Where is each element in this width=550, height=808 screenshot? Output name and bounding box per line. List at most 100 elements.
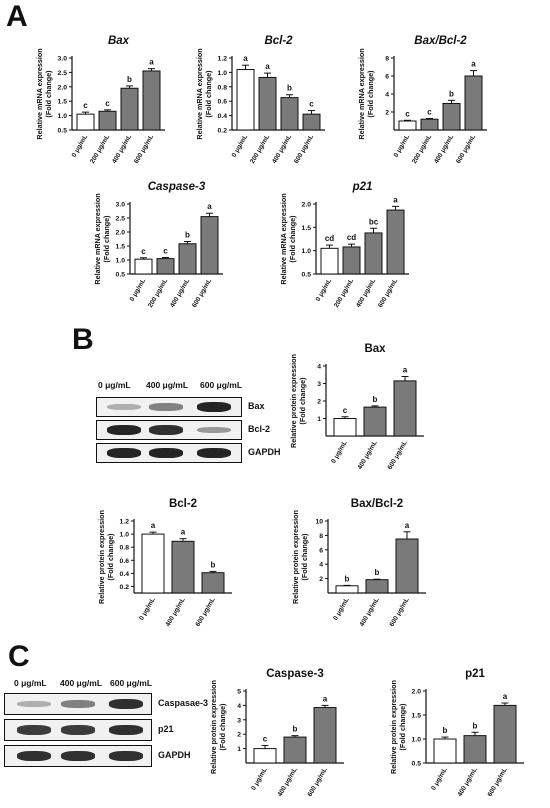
- x-tick-label: 400 μg/mL: [457, 766, 479, 797]
- blot-row: [96, 443, 242, 463]
- blot-band: [109, 725, 143, 735]
- significance-letter: c: [163, 246, 168, 255]
- bar: [171, 540, 195, 594]
- y-axis-label: Relative protein expression: [289, 354, 298, 448]
- blot-row: [4, 719, 152, 741]
- y-tick-label: 4: [237, 703, 241, 710]
- bar: [313, 707, 337, 764]
- x-tick-label: 0 μg/mL: [231, 133, 250, 158]
- significance-letter: b: [473, 721, 478, 730]
- y-tick-label: 1.0: [116, 258, 126, 265]
- y-axis-label: Relative protein expression: [209, 680, 218, 774]
- panel-label-a: A: [6, 0, 28, 33]
- x-tick-label: 0 μg/mL: [138, 596, 157, 621]
- blot-band: [107, 448, 141, 458]
- y-axis-label: (Fold change): [366, 70, 375, 118]
- chart-b-bax: Bax Relative protein expression (Fold chan…: [289, 343, 424, 471]
- blot-row: [96, 420, 242, 440]
- x-tick-label: 400 μg/mL: [169, 277, 191, 308]
- x-tick-label: 600 μg/mL: [133, 133, 155, 164]
- x-tick-label: 0 μg/mL: [129, 277, 148, 302]
- chart-b-baxbcl2: Bax/Bcl-2 Relative protein expression (Fol…: [291, 498, 426, 628]
- y-tick-label: 2.0: [412, 689, 422, 696]
- blot-row-label: Bcl-2: [248, 424, 271, 434]
- y-tick-label: 1.0: [412, 737, 422, 744]
- y-tick-label: 3.0: [58, 56, 68, 63]
- significance-letter: b: [185, 231, 190, 240]
- panel-label-c: C: [8, 640, 30, 673]
- significance-letter: cd: [347, 233, 356, 242]
- y-axis-label: (Fold change): [288, 215, 297, 263]
- y-axis-label: Relative mRNA expression: [35, 48, 44, 139]
- blot-row: [4, 745, 152, 767]
- y-tick-label: 1.5: [302, 225, 312, 232]
- blot-row-label: p21: [158, 724, 174, 734]
- bar: [156, 258, 175, 275]
- chart-title: p21: [465, 668, 485, 680]
- y-tick-label: 2.5: [58, 70, 68, 77]
- y-tick-label: 1.5: [412, 713, 422, 720]
- y-axis-label: (Fold change): [398, 703, 407, 751]
- chart-c-casp3: Caspase-3 Relative protein expression (Fol…: [209, 668, 344, 798]
- bar: [141, 533, 165, 594]
- bar: [134, 258, 153, 275]
- x-tick-label: 0 μg/mL: [315, 277, 334, 302]
- x-tick-label: 0 μg/mL: [250, 766, 269, 791]
- chart-title: Bax/Bcl-2: [414, 35, 467, 47]
- significance-letter: b: [373, 395, 378, 404]
- x-tick-label: 400 μg/mL: [165, 596, 187, 627]
- bar: [363, 406, 387, 437]
- significance-letter: a: [403, 366, 408, 375]
- x-tick-label: 400 μg/mL: [433, 133, 455, 164]
- significance-letter: a: [207, 202, 212, 211]
- blot-band: [17, 700, 51, 708]
- significance-letter: b: [211, 560, 216, 569]
- y-axis-label: Relative mRNA expression: [357, 48, 366, 139]
- y-tick-label: 1.0: [58, 113, 68, 120]
- x-tick-label: 600 μg/mL: [377, 277, 399, 308]
- significance-letter: c: [141, 247, 146, 256]
- bar: [442, 102, 461, 131]
- y-tick-label: 3.0: [116, 202, 126, 209]
- bar: [201, 572, 225, 594]
- significance-letter: a: [393, 195, 398, 204]
- bar: [76, 113, 95, 131]
- chart-a-casp3: Caspase-3 Relative mRNA expression (Fold c…: [93, 181, 223, 309]
- blot-band: [109, 751, 143, 761]
- y-tick-label: 5: [237, 689, 241, 696]
- significance-letter: bc: [369, 217, 379, 226]
- significance-letter: a: [471, 60, 476, 69]
- significance-letter: a: [243, 54, 248, 63]
- chart-c-p21: p21 Relative protein expression (Fold chan…: [389, 668, 524, 798]
- blot-band: [149, 403, 183, 411]
- y-tick-label: 1.0: [120, 532, 130, 539]
- bar: [393, 380, 417, 437]
- y-tick-label: 2.5: [116, 216, 126, 223]
- panel-label-b: B: [72, 323, 94, 356]
- x-tick-label: 600 μg/mL: [389, 596, 411, 627]
- y-tick-label: 3: [237, 717, 241, 724]
- bar: [258, 76, 277, 131]
- bar: [364, 232, 383, 275]
- y-tick-label: 6: [385, 74, 389, 81]
- chart-a-p21: p21 Relative mRNA expression (Fold change)…: [279, 181, 409, 309]
- significance-letter: b: [287, 84, 292, 93]
- x-tick-label: 200 μg/mL: [89, 133, 111, 164]
- chart-title: Bax: [364, 343, 386, 355]
- blot-band: [107, 403, 141, 411]
- x-tick-label: 600 μg/mL: [455, 133, 477, 164]
- y-tick-label: 2.0: [116, 230, 126, 237]
- x-tick-label: 0 μg/mL: [71, 133, 90, 158]
- y-tick-label: 2: [319, 576, 323, 583]
- chart-a-bcl2: Bcl-2 Relative mRNA expression (Fold chang…: [195, 35, 325, 165]
- y-axis-label: Relative mRNA expression: [279, 193, 288, 284]
- significance-letter: a: [151, 521, 156, 530]
- y-tick-label: 8: [319, 533, 323, 540]
- x-tick-label: 400 μg/mL: [111, 133, 133, 164]
- blot-band: [61, 725, 95, 735]
- y-tick-label: 4: [319, 562, 323, 569]
- blot-c-lane-2: 600 μg/mL: [110, 678, 153, 688]
- x-tick-label: 0 μg/mL: [332, 596, 351, 621]
- x-tick-label: 600 μg/mL: [307, 766, 329, 797]
- blot-c-lane-0: 0 μg/mL: [14, 678, 47, 688]
